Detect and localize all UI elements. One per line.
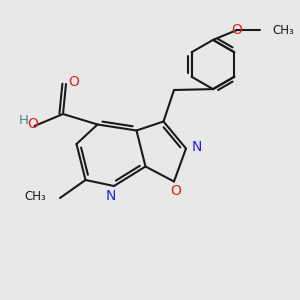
- Text: CH₃: CH₃: [272, 23, 294, 37]
- Text: O: O: [28, 118, 38, 131]
- Text: O: O: [170, 184, 181, 198]
- Text: N: N: [106, 189, 116, 202]
- Text: N: N: [191, 140, 202, 154]
- Text: H: H: [19, 114, 29, 127]
- Text: O: O: [232, 23, 242, 37]
- Text: CH₃: CH₃: [25, 190, 46, 203]
- Text: O: O: [68, 76, 79, 89]
